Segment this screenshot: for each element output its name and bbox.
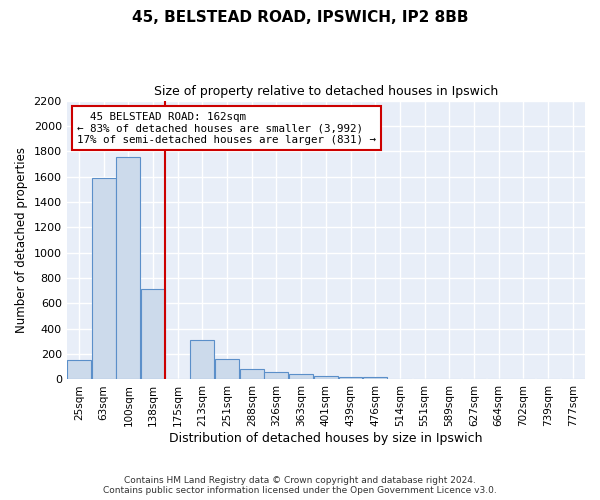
Text: 45, BELSTEAD ROAD, IPSWICH, IP2 8BB: 45, BELSTEAD ROAD, IPSWICH, IP2 8BB [132,10,468,25]
Bar [338,377,362,380]
Bar [363,377,387,380]
Bar [116,157,140,380]
Bar [67,360,91,380]
Title: Size of property relative to detached houses in Ipswich: Size of property relative to detached ho… [154,85,498,98]
Bar [215,359,239,380]
X-axis label: Distribution of detached houses by size in Ipswich: Distribution of detached houses by size … [169,432,482,445]
Bar [92,178,116,380]
Text: Contains HM Land Registry data © Crown copyright and database right 2024.
Contai: Contains HM Land Registry data © Crown c… [103,476,497,495]
Bar [240,368,264,380]
Bar [314,376,338,380]
Bar [265,372,289,380]
Y-axis label: Number of detached properties: Number of detached properties [15,147,28,333]
Bar [141,290,165,380]
Bar [289,374,313,380]
Bar [190,340,214,380]
Text: 45 BELSTEAD ROAD: 162sqm
← 83% of detached houses are smaller (3,992)
17% of sem: 45 BELSTEAD ROAD: 162sqm ← 83% of detach… [77,112,376,145]
